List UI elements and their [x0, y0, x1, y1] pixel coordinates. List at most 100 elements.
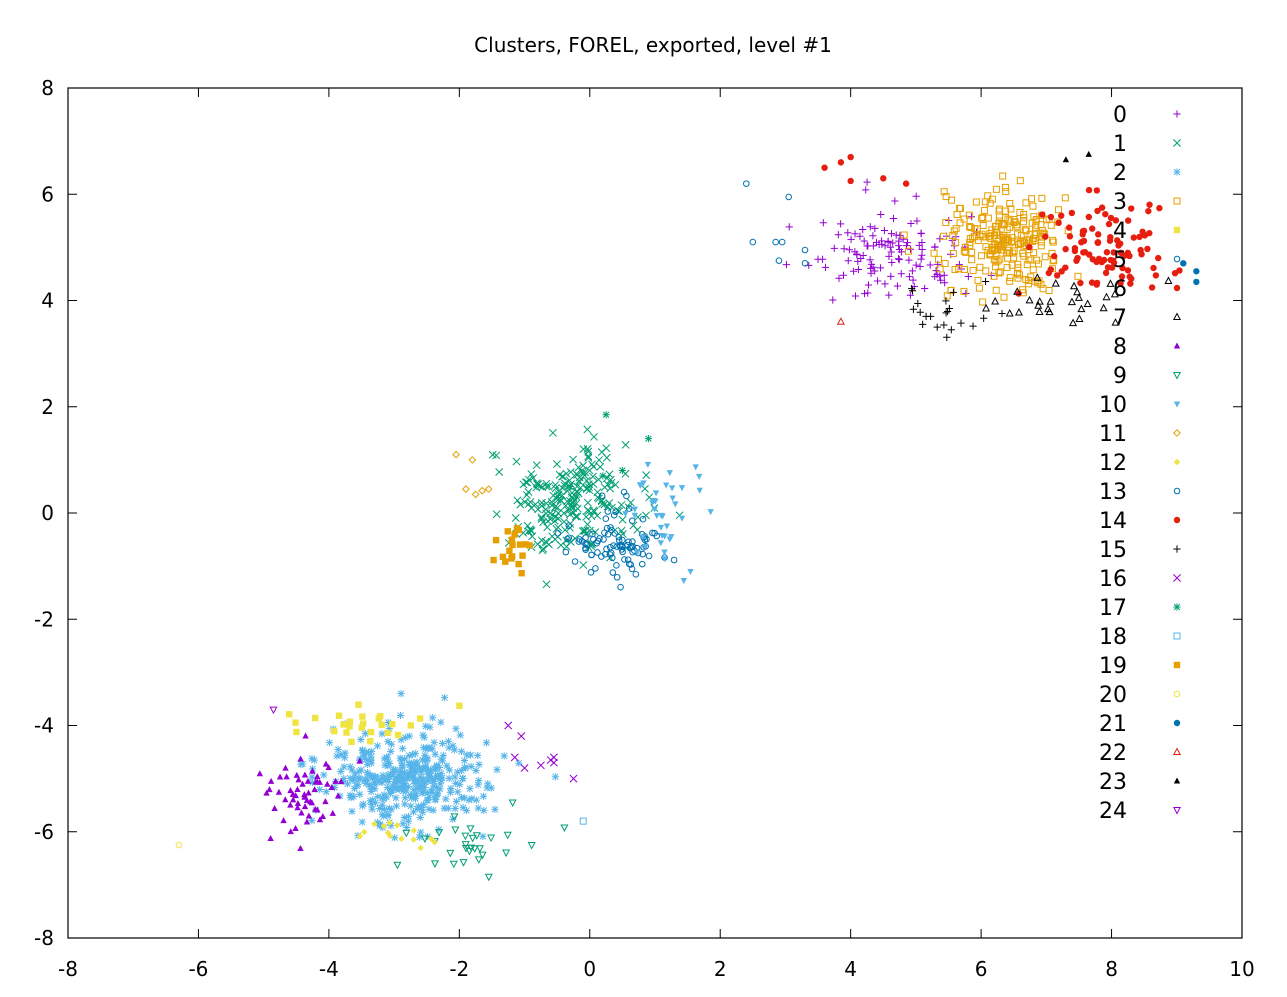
series-0	[782, 178, 1005, 304]
data-point	[909, 276, 917, 284]
data-point	[471, 490, 480, 499]
series-21	[1180, 260, 1200, 286]
legend-label: 7	[1113, 306, 1127, 331]
data-point	[869, 242, 877, 250]
data-point	[358, 818, 366, 826]
data-point	[375, 715, 383, 722]
data-point	[399, 787, 407, 795]
data-point	[400, 772, 409, 780]
data-point	[652, 490, 660, 497]
data-point	[642, 471, 651, 480]
data-point	[1019, 218, 1027, 226]
data-point	[307, 798, 314, 805]
data-point	[487, 784, 495, 792]
data-point	[458, 774, 467, 783]
data-point	[978, 214, 986, 222]
data-point	[1077, 304, 1086, 313]
data-point	[372, 773, 380, 781]
data-point	[1062, 245, 1069, 253]
legend-marker	[1173, 632, 1181, 640]
data-point	[319, 812, 327, 819]
data-point	[1102, 269, 1110, 277]
data-point	[1037, 242, 1045, 250]
legend-label: 19	[1099, 654, 1127, 679]
data-point	[874, 277, 882, 285]
data-point	[663, 523, 671, 530]
data-point	[380, 812, 388, 820]
data-point	[308, 754, 316, 763]
x-tick-label: 10	[1229, 957, 1254, 981]
data-point	[320, 771, 328, 779]
data-point	[440, 804, 448, 812]
legend-label: 9	[1113, 364, 1127, 389]
data-point	[355, 701, 362, 708]
data-point	[437, 718, 445, 726]
data-point	[407, 794, 415, 802]
data-point	[594, 549, 601, 556]
data-point	[953, 211, 961, 219]
data-point	[902, 180, 910, 187]
data-point	[801, 246, 809, 254]
data-point	[470, 845, 479, 853]
data-point	[1019, 237, 1027, 245]
data-point	[936, 272, 944, 280]
data-point	[411, 749, 419, 758]
data-point	[1014, 274, 1022, 282]
data-point	[386, 790, 394, 798]
data-point	[425, 777, 433, 785]
data-point	[430, 738, 438, 747]
data-point	[995, 213, 1003, 221]
data-point	[562, 536, 571, 545]
data-point	[554, 514, 563, 523]
data-point	[461, 844, 470, 853]
data-point	[282, 764, 289, 771]
data-point	[1021, 226, 1029, 234]
data-point	[385, 777, 393, 786]
legend-marker	[1173, 226, 1181, 234]
data-point	[472, 796, 480, 804]
data-point	[475, 760, 483, 769]
data-point	[402, 829, 411, 838]
legend-label: 11	[1099, 422, 1127, 447]
data-point	[966, 241, 974, 249]
data-point	[328, 784, 335, 791]
data-point	[175, 841, 183, 849]
data-point	[1164, 276, 1173, 284]
data-point	[565, 522, 573, 529]
data-point	[566, 510, 575, 519]
data-point	[461, 485, 470, 494]
data-point	[451, 804, 459, 813]
data-point	[1003, 225, 1011, 233]
data-point	[976, 263, 984, 271]
data-point	[1016, 177, 1024, 185]
data-point	[369, 796, 377, 804]
data-point	[613, 543, 621, 550]
data-point	[414, 802, 422, 810]
legend-label: 16	[1099, 567, 1127, 592]
data-point	[931, 243, 939, 251]
data-point	[396, 711, 405, 720]
data-point	[384, 738, 392, 746]
data-point	[375, 778, 383, 786]
data-point	[1094, 207, 1101, 215]
data-point	[425, 793, 433, 801]
data-point	[884, 238, 892, 246]
data-point	[1023, 236, 1031, 244]
data-point	[979, 221, 987, 229]
data-point	[578, 538, 586, 545]
data-point	[572, 499, 581, 508]
data-point	[1037, 238, 1045, 246]
data-point	[459, 804, 467, 812]
data-point	[1171, 269, 1179, 277]
data-point	[376, 820, 384, 828]
data-point	[1117, 280, 1124, 287]
legend-marker	[1173, 429, 1181, 437]
data-point	[1115, 242, 1122, 249]
data-point	[444, 804, 452, 812]
data-point	[282, 796, 289, 803]
data-point	[941, 279, 949, 287]
data-point	[452, 779, 460, 787]
series-7	[982, 273, 1173, 327]
data-point	[453, 768, 462, 776]
data-point	[508, 799, 517, 808]
